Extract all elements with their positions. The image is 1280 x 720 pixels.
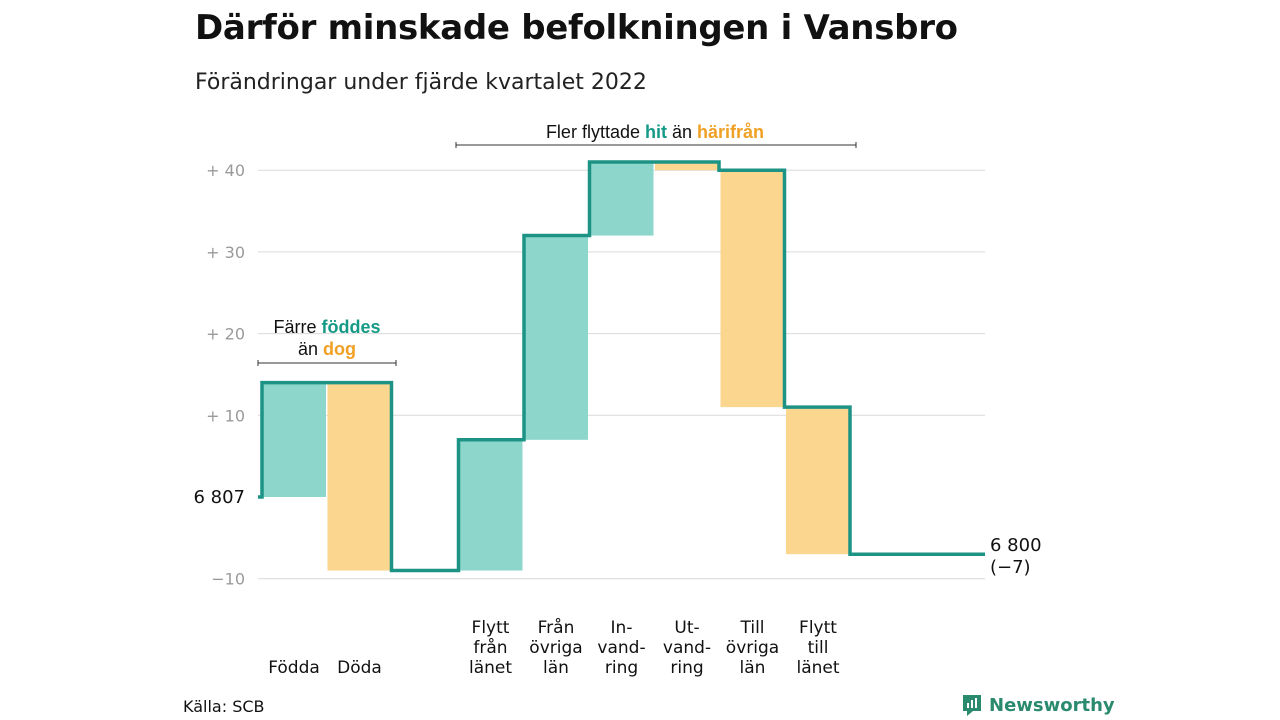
category-label: län: [543, 658, 569, 678]
source-note: Källa: SCB: [183, 697, 265, 716]
newsworthy-logo[interactable]: Newsworthy: [961, 693, 1115, 717]
waterfall-bar: [589, 162, 654, 236]
y-tick-label: + 10: [206, 406, 245, 425]
annotation-births-line1: Färre föddes: [273, 317, 380, 337]
category-label: länet: [796, 658, 839, 678]
bar-layer: [262, 162, 850, 571]
waterfall-bar: [655, 162, 719, 171]
chart-title: Därför minskade befolkningen i Vansbro: [195, 8, 958, 48]
waterfall-bar: [458, 439, 523, 571]
category-label: In-: [611, 618, 633, 638]
chart-subtitle: Förändringar under fjärde kvartalet 2022: [195, 70, 647, 95]
annotation-moves-text: Fler flyttade hit än härifrån: [546, 122, 764, 142]
category-label: ring: [670, 658, 703, 678]
brand-name: Newsworthy: [989, 694, 1115, 716]
category-label: län: [740, 658, 766, 678]
newsworthy-icon: [963, 695, 981, 716]
annotation-moves: Fler flyttade hit än härifrån: [455, 122, 857, 148]
category-label: övriga: [726, 638, 779, 658]
category-label: Från: [538, 617, 575, 638]
waterfall-bar: [786, 407, 850, 555]
category-label: ring: [605, 658, 638, 678]
annotation-births-line2: än dog: [298, 339, 356, 359]
category-label: vand-: [663, 638, 711, 658]
start-value-label: 6 807: [193, 487, 245, 508]
cumulative-line: [258, 160, 985, 573]
annotation-births: Färre föddes än dog: [257, 317, 397, 366]
y-tick-label: + 20: [206, 325, 245, 344]
category-label: Flytt: [799, 618, 837, 638]
category-label: länet: [469, 658, 512, 678]
category-label: vand-: [597, 638, 645, 658]
category-label: Ut-: [674, 618, 699, 638]
y-tick-label: −10: [211, 570, 245, 589]
annotation-births-bracket: [257, 360, 397, 366]
waterfall-bar: [720, 170, 785, 408]
category-label: Flytt: [472, 618, 510, 638]
y-tick-label: + 40: [206, 161, 245, 180]
grid-layer: [258, 169, 985, 580]
end-change-label: (−7): [990, 557, 1031, 578]
line-layer: [258, 160, 985, 573]
category-label: Döda: [337, 658, 382, 678]
category-label: till: [808, 638, 829, 658]
waterfall-bar: [262, 382, 326, 497]
category-label: Födda: [268, 658, 320, 678]
annotation-moves-bracket: [455, 142, 857, 148]
category-label: övriga: [529, 638, 582, 658]
waterfall-bar: [524, 235, 588, 440]
category-label: Till: [739, 618, 764, 638]
end-value-label: 6 800: [990, 535, 1042, 556]
category-label: från: [473, 637, 507, 658]
y-tick-label: + 30: [206, 243, 245, 262]
waterfall-bar: [327, 382, 392, 571]
